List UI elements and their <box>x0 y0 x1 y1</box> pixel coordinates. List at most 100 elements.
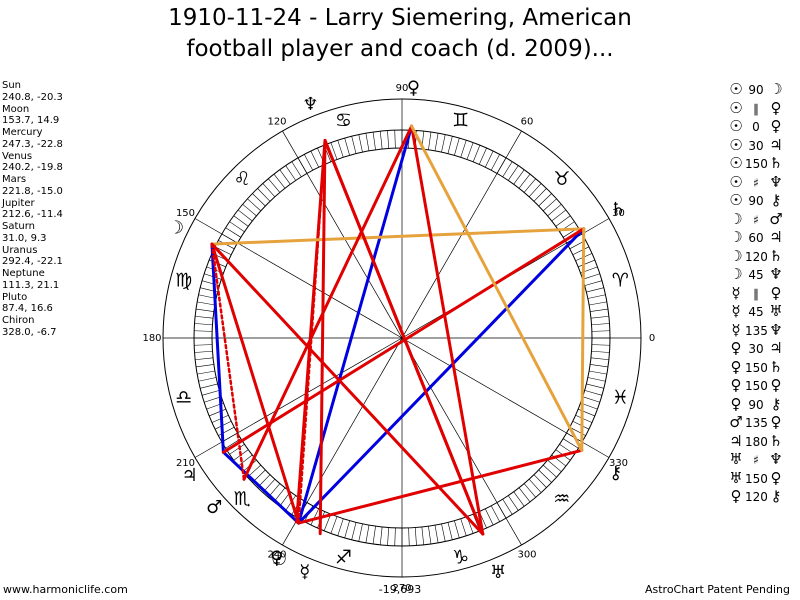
aspect-planet-2: ♀ <box>770 117 782 135</box>
degree-tick <box>584 280 603 286</box>
aspect-type: 150 <box>745 471 768 486</box>
degree-tick <box>586 383 604 389</box>
degree-tick <box>358 134 363 153</box>
degree-tick <box>198 294 217 299</box>
degree-tick <box>528 183 542 198</box>
zodiac-capricorn-icon: ♑ <box>452 546 469 568</box>
aspect-type: 150 <box>745 379 768 393</box>
degree-tick <box>502 161 513 178</box>
degree-tick <box>590 357 609 361</box>
degree-tick <box>434 133 439 151</box>
degree-tick <box>414 527 417 546</box>
degree-tick <box>252 193 266 207</box>
aspect-planet-1: ♀ <box>730 357 742 376</box>
aspect-planet-1: ☉ <box>729 80 743 98</box>
degree-tick <box>344 520 350 539</box>
degree-tick <box>590 308 609 312</box>
zodiac-gemini-icon: ♊ <box>452 110 469 132</box>
aspect-row: ☉ 90 ☽ <box>727 80 785 99</box>
degree-tick <box>197 301 215 306</box>
degree-tick <box>589 301 607 306</box>
degree-tick <box>466 142 474 160</box>
chart-title-line-1: 1910-11-24 - Larry Siemering, American <box>168 5 632 31</box>
degree-tick <box>587 377 606 382</box>
aspect-row: ♀ 90 ⚷ <box>727 395 785 414</box>
degree-tick <box>351 522 357 540</box>
degree-tick <box>551 209 567 222</box>
aspect-row: ♀ 150♄ <box>727 358 785 377</box>
aspect-type: 90 <box>748 397 764 412</box>
position-value: 31.0, 9.3 <box>2 232 47 244</box>
degree-tick <box>201 280 220 286</box>
degree-tick <box>441 134 446 153</box>
aspect-row: ♂ 135 ♀ <box>727 413 785 432</box>
aspect-planet-1: ♃ <box>729 431 743 450</box>
degree-tick <box>394 527 396 546</box>
position-name: Sun <box>2 80 22 91</box>
aspect-row: ☉ ♯ ♆ <box>727 173 785 192</box>
website-link[interactable]: www.harmoniclife.com <box>3 583 128 596</box>
aspect-line <box>221 450 301 525</box>
degree-tick <box>387 527 390 546</box>
degree-tick <box>454 137 460 156</box>
aspect-planet-2: ♀ <box>770 413 782 431</box>
degree-tick <box>587 294 606 299</box>
degree-tick <box>572 246 590 255</box>
aspect-row: ♀ 30 ♃ <box>727 339 785 358</box>
zodiac-scorpio-icon: ♏ <box>234 488 251 510</box>
position-value: 292.4, -22.1 <box>2 256 63 268</box>
degree-tick <box>523 178 536 193</box>
aspect-planet-1: ☉ <box>729 172 743 191</box>
harmonic-value: -19,693 <box>378 583 422 596</box>
degree-label: 120 <box>267 116 286 127</box>
degree-tick <box>582 273 600 280</box>
degree-tick <box>591 350 610 353</box>
aspect-type: 135 <box>745 323 768 338</box>
aspect-type: 60 <box>748 231 764 245</box>
degree-tick <box>591 330 610 332</box>
degree-tick <box>538 193 552 207</box>
aspect-type: ♯ <box>753 453 759 467</box>
aspect-row: ♅ ♯ ♆ <box>727 450 785 469</box>
aspect-planet-1: ☽ <box>729 228 743 246</box>
aspect-type: 150 <box>745 157 768 171</box>
degree-tick <box>358 523 363 542</box>
aspect-list: ☉ 90 ☽ ☉ ∥ ♀ ☉ 0 ♀ ☉ 30 ♃ ☉ 150♄ ☉ ♯ ♆ ☉ 90 ⚷ ☽ ♯ ♂ ☽ 60 ♃ ☽ 120♄ ☽ 4… <box>727 80 785 506</box>
aspect-row: ☉ 0 ♀ <box>727 117 785 136</box>
degree-tick <box>408 527 410 546</box>
aspect-line <box>210 227 586 246</box>
degree-tick <box>344 137 350 156</box>
aspect-planet-1: ♀ <box>730 339 742 357</box>
degree-tick <box>562 438 579 449</box>
degree-label: 90 <box>396 83 409 94</box>
degree-tick <box>195 364 214 368</box>
degree-tick <box>229 221 245 233</box>
aspect-planet-2: ♄ <box>769 431 783 450</box>
degree-tick <box>485 508 494 526</box>
aspect-line <box>295 138 327 524</box>
degree-tick <box>582 396 600 403</box>
aspect-row: ☽ 120♄ <box>727 247 785 266</box>
degree-tick <box>194 323 213 326</box>
degree-tick <box>394 130 396 149</box>
position-value: 247.3, -22.8 <box>2 138 63 150</box>
degree-tick <box>555 215 571 227</box>
degree-tick <box>460 518 467 536</box>
degree-tick <box>518 173 531 189</box>
zodiac-sagittarius-icon: ♐ <box>335 546 352 568</box>
degree-tick <box>337 518 344 536</box>
degree-tick <box>542 198 557 212</box>
aspect-row: ☉ 90 ⚷ <box>727 191 785 210</box>
aspect-line <box>242 124 414 481</box>
aspect-type: ♯ <box>753 212 759 227</box>
aspect-row: ☉ ∥ ♀ <box>727 99 785 118</box>
degree-tick <box>590 364 609 368</box>
position-name: Mars <box>2 174 27 185</box>
degree-tick <box>428 526 432 545</box>
position-name: Pluto <box>2 291 28 303</box>
aspect-planet-2: ♂ <box>769 209 783 228</box>
degree-tick <box>584 390 603 396</box>
aspect-planet-2: ☽ <box>769 80 783 98</box>
degree-tick <box>434 525 439 543</box>
position-name: Neptune <box>2 268 45 279</box>
